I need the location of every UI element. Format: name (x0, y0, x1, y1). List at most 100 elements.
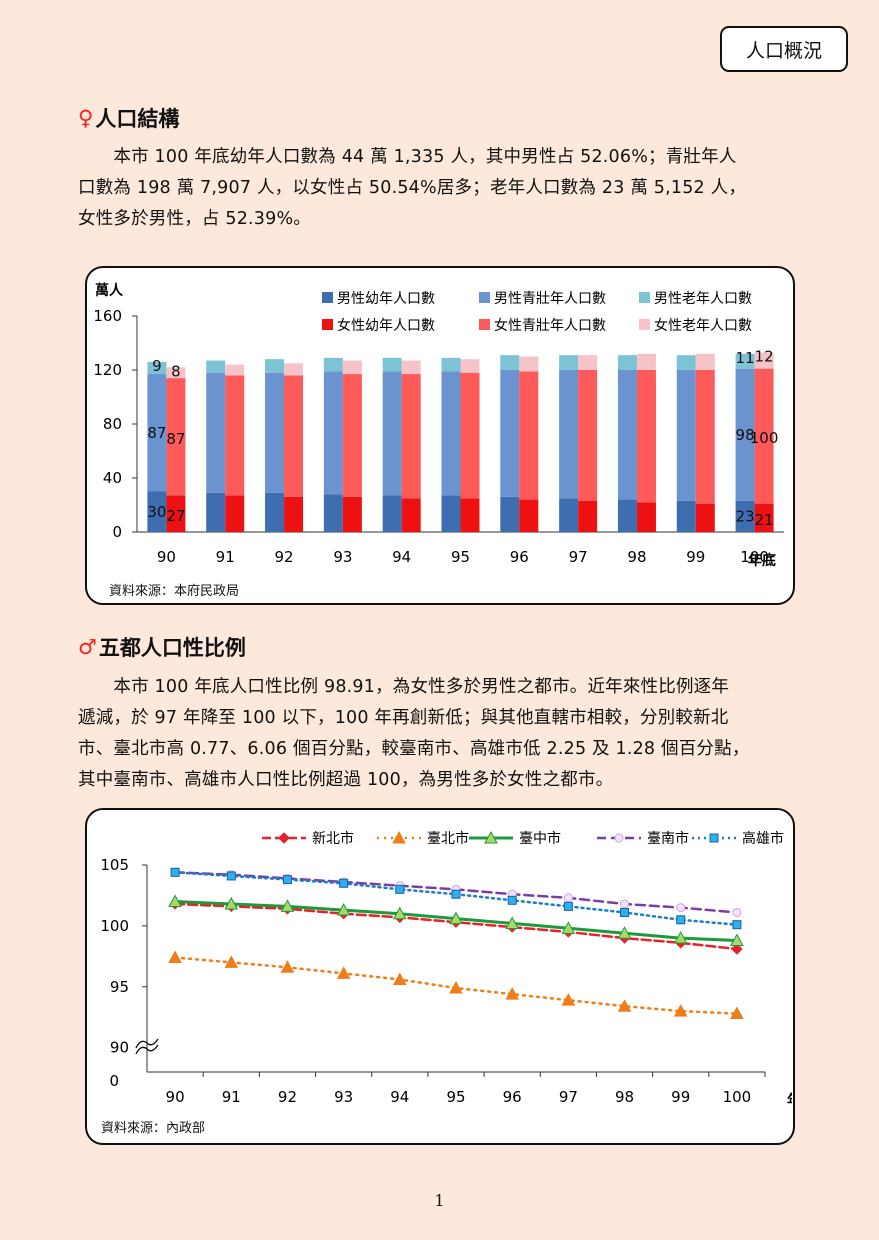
y-tick-label: 100 (100, 917, 129, 935)
x-tick-label: 95 (451, 548, 470, 566)
data-label: 21 (755, 511, 774, 529)
bar-segment-male-0 (265, 492, 285, 532)
bar-segment-female-0 (225, 495, 245, 532)
x-tick-label: 98 (627, 548, 646, 566)
line-marker-triangle (449, 911, 463, 925)
bar-segment-male-1 (617, 370, 637, 500)
section2-paragraph: 本市 100 年底人口性比例 98.91，為女性多於男性之都市。近年來性比例逐年… (78, 672, 808, 796)
bar-segment-female-2 (695, 353, 715, 370)
line-marker-circle (732, 907, 742, 917)
bar-segment-male-1 (500, 370, 520, 497)
x-tick-label: 96 (510, 548, 529, 566)
bar-segment-female-1 (225, 375, 245, 496)
bar-segment-male-0 (676, 500, 696, 532)
x-tick-label: 92 (274, 548, 293, 566)
line-marker-triangle (280, 899, 295, 912)
data-label: 11 (736, 349, 755, 367)
bar-segment-female-1 (284, 375, 304, 497)
line-marker-triangle (730, 933, 744, 946)
x-tick-label: 98 (615, 1088, 634, 1106)
bar-segment-male-1 (206, 372, 226, 493)
bar-segment-female-1 (636, 370, 656, 503)
legend-label: 高雄市 (742, 830, 784, 847)
axis-break-icon (135, 1038, 159, 1049)
x-tick-label: 99 (671, 1088, 690, 1106)
paragraph-line: 本市 100 年底幼年人口數為 44 萬 1,335 人，其中男性占 52.06… (78, 147, 737, 167)
male-symbol-icon: ♂ (78, 635, 97, 659)
legend-swatch (322, 319, 333, 330)
legend-label: 新北市 (312, 830, 354, 847)
x-tick-label: 91 (222, 1088, 241, 1106)
bar-segment-female-2 (284, 363, 304, 376)
section1-heading: ♀ 人口結構 (78, 103, 179, 133)
bar-segment-male-2 (617, 355, 637, 370)
x-axis-unit-label: 年底 (748, 552, 776, 569)
section2-title: 五都人口性比例 (98, 636, 246, 660)
bar-segment-male-0 (323, 494, 343, 532)
line-marker-triangle (484, 830, 498, 844)
line-marker-circle (563, 893, 573, 903)
bar-segment-female-1 (342, 374, 362, 497)
line-marker-triangle (617, 926, 632, 939)
legend-label: 臺北市 (427, 830, 469, 847)
sex-ratio-chart: 90 95 100 105 0 90 91 92 93 94 95 96 97 98 99 100 年底 新北市 臺… (100, 830, 815, 1109)
bar-segment-female-2 (754, 352, 774, 369)
legend-label: 女性幼年人口數 (337, 317, 435, 334)
line-marker-square (620, 907, 630, 917)
line-marker-triangle (673, 931, 688, 944)
line-marker-square (282, 875, 292, 885)
line-marker-square (170, 867, 180, 877)
line-marker-triangle (168, 894, 182, 908)
bar-segment-female-1 (754, 368, 774, 504)
x-tick-label: 97 (569, 548, 588, 566)
bar-segment-female-0 (342, 496, 362, 532)
y-tick-label: 120 (93, 361, 122, 379)
bar-segment-male-0 (617, 499, 637, 532)
section-tag: 人口概況 (720, 26, 848, 72)
bar-segment-male-2 (265, 359, 285, 373)
section1-paragraph: 本市 100 年底幼年人口數為 44 萬 1,335 人，其中男性占 52.06… (78, 142, 808, 235)
line-marker-square (339, 878, 349, 888)
x-tick-label: 100 (723, 1088, 752, 1106)
bar-segment-female-0 (754, 503, 774, 532)
bar-segment-male-1 (323, 371, 343, 495)
bar-segment-female-0 (695, 503, 715, 532)
data-label: 87 (147, 424, 166, 442)
x-tick-label: 94 (392, 548, 411, 566)
bar-segment-female-2 (225, 364, 245, 376)
x-tick-label: 99 (686, 548, 705, 566)
line-marker-square (226, 871, 236, 881)
bar-segment-male-2 (206, 360, 226, 373)
bar-segment-male-2 (676, 355, 696, 370)
bar-segment-male-0 (500, 496, 520, 532)
data-label: 87 (166, 430, 185, 448)
bar-segment-female-2 (166, 367, 186, 379)
line-marker-square (451, 889, 461, 899)
bar-segment-female-2 (401, 360, 421, 375)
x-axis-unit-label: 年底 (787, 1092, 792, 1109)
female-symbol-icon: ♀ (78, 106, 94, 130)
line-marker-square (563, 901, 573, 911)
legend-swatch (322, 292, 333, 303)
data-label: 27 (166, 507, 185, 525)
bar-segment-male-0 (206, 492, 226, 532)
bar-segment-female-2 (342, 360, 362, 375)
bar-segment-female-0 (636, 502, 656, 532)
line-marker-triangle (336, 903, 351, 916)
line-marker-triangle (168, 950, 182, 964)
x-tick-label: 97 (559, 1088, 578, 1106)
bar-segment-male-1 (559, 370, 579, 499)
data-label: 100 (750, 429, 779, 447)
bar-segment-male-1 (676, 370, 696, 501)
data-label: 23 (736, 507, 755, 525)
data-label: 30 (147, 503, 166, 521)
chart2-source: 資料來源：內政部 (101, 1121, 206, 1136)
bar-segment-female-1 (578, 370, 598, 501)
legend-label: 臺南市 (647, 830, 689, 847)
bar-segment-female-1 (695, 370, 715, 504)
line-marker-triangle (561, 921, 576, 934)
section1-title: 人口結構 (95, 107, 180, 131)
bar-segment-male-2 (441, 357, 461, 372)
line-marker-diamond (731, 943, 743, 955)
